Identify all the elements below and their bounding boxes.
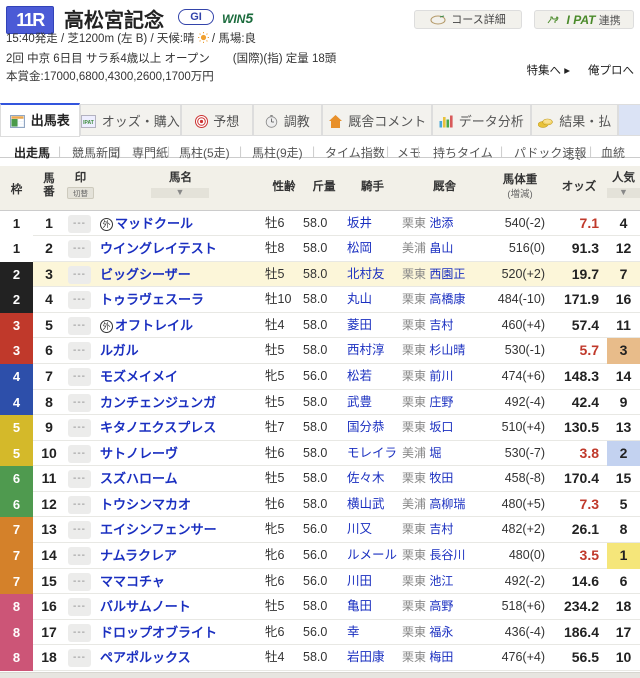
svg-text:IPAT: IPAT (83, 120, 94, 126)
